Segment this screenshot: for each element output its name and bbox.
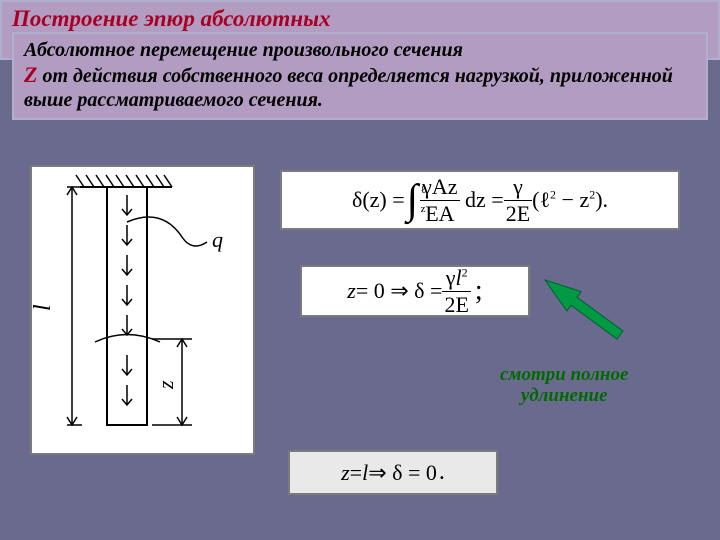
figure-box: q l xyxy=(30,165,255,455)
slide-root: Построение эпюр абсолютных Абсолютное пе… xyxy=(0,0,720,540)
formula-delta-z-integral: δ(z) = ∫ℓz γAzEA dz = γ2E (ℓ2 − z2). xyxy=(280,170,680,230)
note-line2: удлинение xyxy=(521,385,608,406)
dim-l xyxy=(67,187,82,425)
desc-z-char: Z xyxy=(24,62,37,87)
desc-line1: Абсолютное перемещение произвольного сеч… xyxy=(24,39,463,61)
note-line1: смотри полное xyxy=(500,364,628,385)
hatch-icon xyxy=(76,175,172,187)
slide-title: Построение эпюр абсолютных xyxy=(12,6,708,32)
desc-line2: от действия собственного веса определяет… xyxy=(24,65,673,111)
description-panel: Абсолютное перемещение произвольного сеч… xyxy=(12,32,708,120)
formula-z-zero: z = 0 ⇒ δ = γl22E ; xyxy=(300,265,530,317)
beam-diagram: q l xyxy=(32,167,253,453)
z-label: z xyxy=(153,380,178,390)
load-arrows xyxy=(122,195,132,405)
section-arc xyxy=(95,335,160,343)
l-label: l xyxy=(32,304,56,311)
q-curve xyxy=(127,217,207,246)
description-text: Абсолютное перемещение произвольного сеч… xyxy=(24,38,696,112)
note-text: смотри полное удлинение xyxy=(500,365,628,407)
q-label: q xyxy=(212,227,223,252)
formula-z-l: z = l ⇒ δ = 0. xyxy=(288,450,498,495)
